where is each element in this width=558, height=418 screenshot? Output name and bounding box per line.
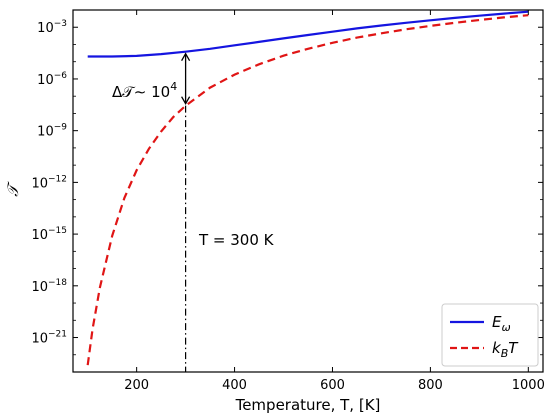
x-axis-label: Temperature, T, [K] [235, 396, 381, 414]
delta-annotation-exponent: 4 [170, 80, 177, 93]
delta-arrow-head-bottom [181, 96, 191, 105]
y-tick-label--15: 10−15 [31, 226, 67, 243]
legend-label-e-omega-sub: ω [501, 321, 510, 334]
y-tick-label-exponent: −21 [48, 330, 67, 340]
legend-label-kbt: kBT [492, 339, 519, 360]
legend-label-kbt-sub: B [501, 347, 509, 360]
legend-label-e-omega: Eω [492, 313, 511, 334]
y-tick-label--9: 10−9 [37, 123, 67, 140]
y-axis-label: 𝒯 [4, 181, 22, 197]
x-tick-label-400: 400 [222, 378, 247, 393]
x-tick-label-800: 800 [418, 378, 443, 393]
y-tick-label-base: 10 [31, 176, 48, 191]
delta-arrow-head-top [181, 52, 191, 62]
series-line-e-omega [87, 10, 529, 58]
y-tick-label-exponent: −18 [48, 278, 67, 288]
y-tick-label-exponent: −12 [48, 174, 67, 184]
y-tick-label--12: 10−12 [31, 174, 67, 191]
x-tick-label-600: 600 [320, 378, 345, 393]
y-tick-label-exponent: −15 [48, 226, 67, 236]
delta-annotation-prefix: Δ𝒯∼ 10 [112, 83, 170, 101]
y-tick-label-exponent: −6 [54, 71, 68, 81]
y-tick-label--3: 10−3 [37, 19, 67, 36]
y-tick-label--21: 10−21 [31, 330, 67, 347]
legend-label-e-omega-main: E [492, 313, 502, 331]
legend-box [441, 303, 539, 367]
legend-label-kbt-suffix: T [508, 339, 519, 357]
y-tick-label-base: 10 [37, 73, 54, 88]
legend: Eω kBT [441, 303, 539, 367]
y-tick-label-base: 10 [31, 228, 48, 243]
x-tick-label-200: 200 [124, 378, 149, 393]
plot-frame [72, 9, 544, 373]
y-tick-label-base: 10 [37, 21, 54, 36]
y-tick-label-base: 10 [31, 280, 48, 295]
series-line-kbt [86, 14, 529, 366]
axes-layer: 200 400 600 800 100010−2110−1810−1510−1210−9… [31, 9, 545, 393]
temperature-annotation: T = 300 K [198, 231, 275, 249]
y-tick-label-exponent: −9 [54, 123, 68, 133]
delta-annotation: Δ𝒯∼ 104 [112, 80, 177, 101]
y-tick-label--18: 10−18 [31, 278, 67, 295]
x-tick-label-1000: 1000 [512, 378, 545, 393]
y-tick-label-base: 10 [31, 332, 48, 347]
legend-label-kbt-main: k [492, 339, 502, 357]
y-tick-label-exponent: −3 [54, 19, 67, 29]
y-tick-label--6: 10−6 [37, 71, 67, 88]
y-tick-label-base: 10 [37, 125, 54, 140]
plot-layer [86, 10, 529, 372]
